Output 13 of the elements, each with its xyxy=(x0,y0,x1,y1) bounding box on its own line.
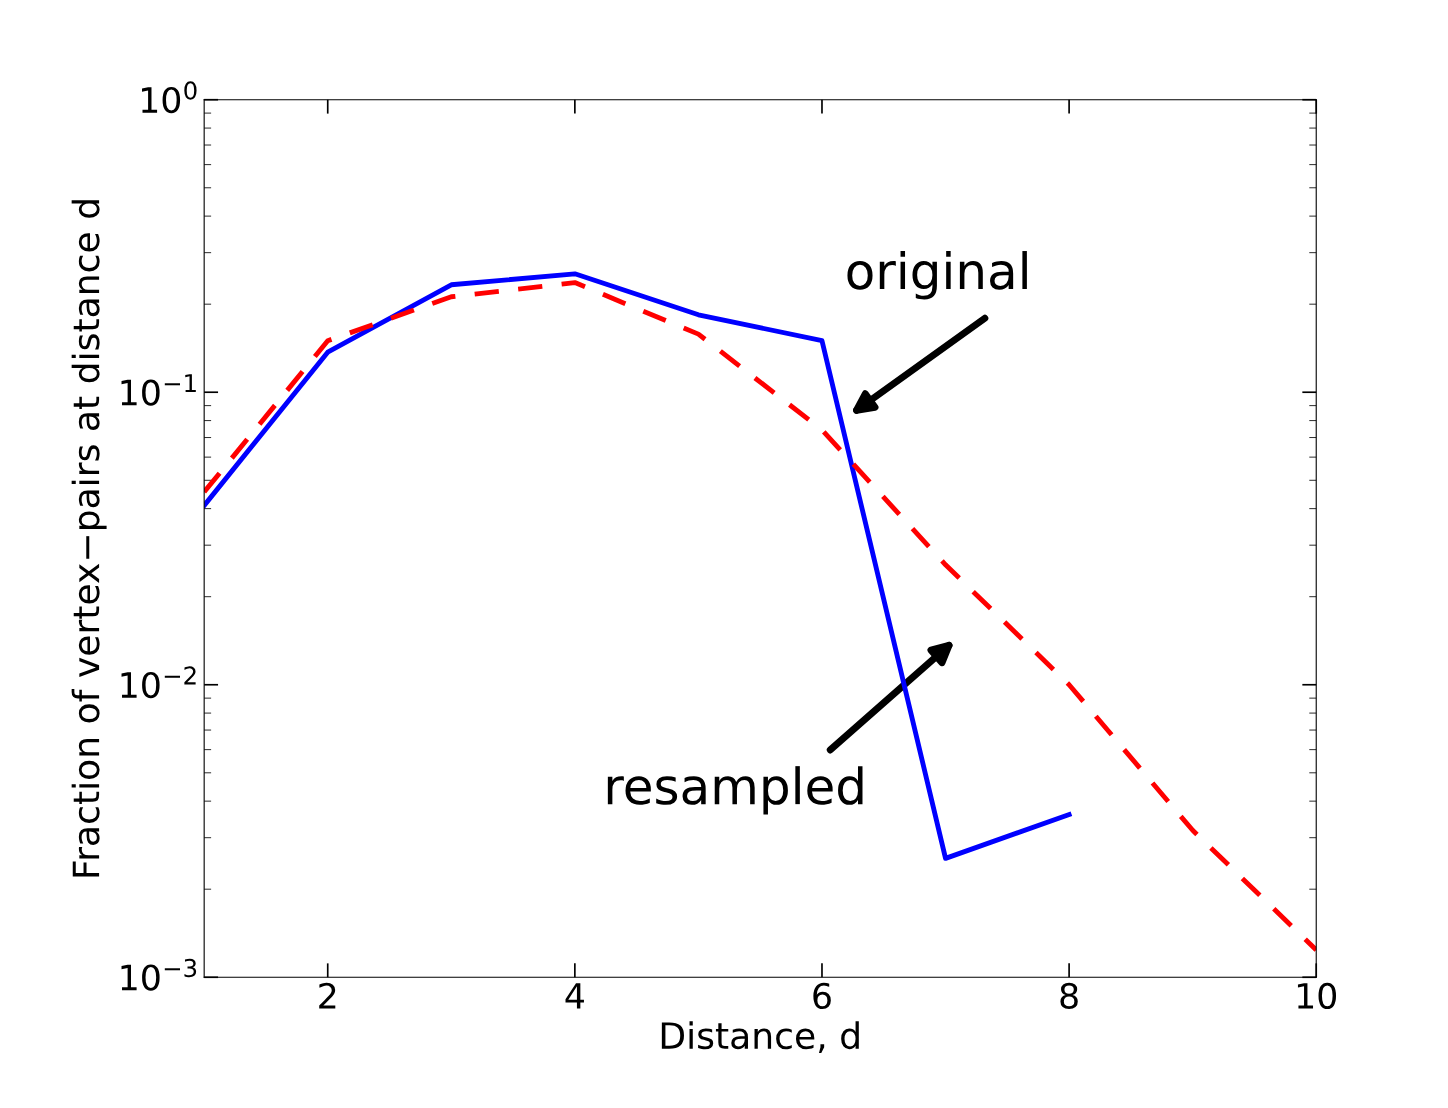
x-tick-label: 2 xyxy=(319,982,336,1009)
x-tick-label: 8 xyxy=(1060,982,1078,1009)
x-axis-title: Distance, d xyxy=(661,1021,859,1053)
y-tick-label: 10$^{0}$ xyxy=(142,81,197,114)
x-tick-label: 6 xyxy=(813,982,831,1009)
y-tick-label: 10$^{−3}$ xyxy=(121,958,197,991)
y-axis-title: Fraction of vertex−pairs at distance d xyxy=(71,200,107,877)
y-tick-label: 10$^{−1}$ xyxy=(121,374,196,406)
annotation: resampled xyxy=(607,766,863,815)
x-tick-label: 10 xyxy=(1297,982,1337,1009)
annotation: original xyxy=(847,251,1027,300)
x-tick-label: 4 xyxy=(565,983,584,1009)
y-tick-label: 10$^{−2}$ xyxy=(121,666,196,699)
